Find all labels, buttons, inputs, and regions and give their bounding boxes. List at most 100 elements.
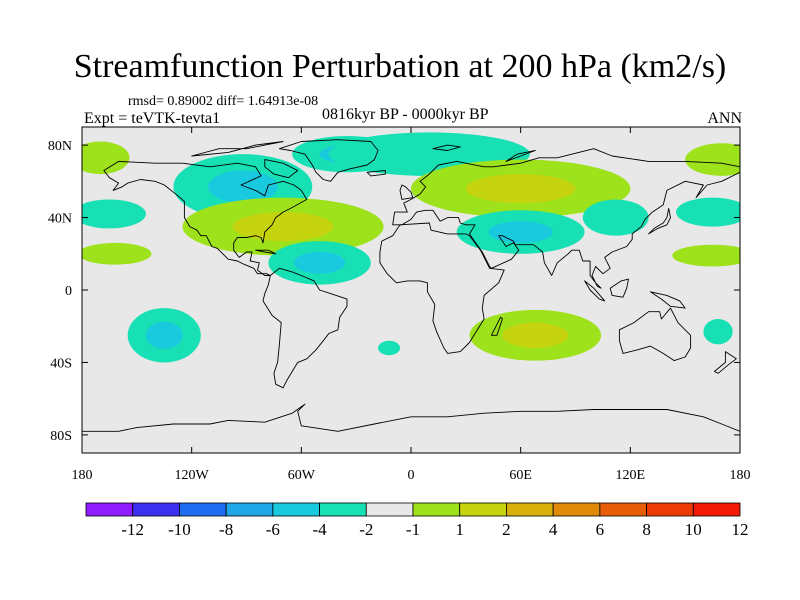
colorbar-label: -6 (266, 520, 280, 539)
anomaly-pacific-low-east-level (676, 197, 740, 227)
coast-borneo (609, 278, 629, 298)
colorbar-label: 8 (642, 520, 651, 539)
anomaly-caribbean-low (268, 241, 371, 285)
coast-baffin (264, 159, 299, 179)
anomaly-indian-ocean-high-level (502, 322, 569, 348)
colorbar-box (599, 502, 647, 517)
colorbar-box (85, 502, 134, 517)
anomaly-arabia-low (456, 210, 585, 254)
colorbar-box (646, 502, 694, 517)
colorbar-label: -4 (312, 520, 327, 539)
anomaly-south-atlantic-low (378, 340, 401, 356)
anomaly-australia-low-level (703, 318, 733, 345)
lat-tick-label: 80S (50, 429, 72, 444)
lon-tick-label: 0 (408, 468, 415, 483)
anomaly-pacific-low-west (82, 199, 146, 229)
lat-tick-label: 0 (65, 284, 72, 299)
colorbar-box (692, 502, 741, 517)
colorbar-label: -10 (168, 520, 191, 539)
coast-australia (618, 307, 692, 362)
anomaly-eurasia-high (411, 159, 631, 218)
coast-south-america (262, 267, 348, 389)
anomaly-indian-ocean-high (469, 309, 602, 361)
anomaly-pacific-low-east (676, 197, 740, 227)
period-label: 0816kyr BP - 0000kyr BP (322, 106, 489, 123)
anomaly-arctic-high-east (685, 143, 740, 176)
anomaly-arabia-low-level (488, 221, 553, 243)
coastline-layer (82, 139, 740, 453)
anomaly-australia-low (703, 318, 733, 345)
lon-tick-label: 60E (509, 468, 532, 483)
coast-sumatra (584, 280, 606, 302)
coast-arctic-islands (191, 141, 284, 157)
colorbar-label: -8 (219, 520, 233, 539)
colorbar-box (365, 502, 414, 517)
anomaly-eurasia-high-level (465, 174, 576, 204)
colorbar-box (552, 502, 601, 517)
anomaly-caribbean-low-level (294, 251, 346, 274)
colorbar-label: 1 (455, 520, 464, 539)
coast-antarctica (82, 403, 740, 453)
colorbar-label: -1 (406, 520, 420, 539)
coast-britain (399, 184, 414, 200)
colorbar-box (272, 502, 320, 517)
coast-svalbard (432, 144, 461, 151)
colorbar-label: 10 (685, 520, 702, 539)
colorbar-box (319, 502, 367, 517)
colorbar-box (506, 502, 554, 517)
coast-greenland (278, 139, 379, 182)
coast-new-guinea (649, 291, 686, 309)
colorbar: -12 -10 -8 -6 -4 -2 -1 1 2 4 6 8 10 12 (85, 502, 749, 539)
lon-tick-label: 120W (175, 468, 210, 483)
coast-new-zealand (713, 351, 737, 374)
coast-iceland (366, 170, 386, 177)
lon-tick-label: 60W (288, 468, 316, 483)
anomaly-pacific-high-west-level (82, 242, 152, 265)
anomaly-pacific-high-east (672, 244, 740, 267)
anomaly-pacific-high-east-level (672, 244, 740, 267)
axis-layer: 180 120W 60W 0 60E 120E 180 80N 40N 0 40S 80S (48, 127, 751, 483)
anomaly-east-asia-low-level (582, 199, 649, 236)
anomaly-atlantic-high-level (232, 212, 334, 242)
colorbar-box (132, 502, 180, 517)
coast-cuba (255, 249, 277, 255)
anomaly-south-pacific-low (127, 308, 201, 363)
lon-tick-label: 180 (730, 468, 751, 483)
lat-tick-label: 80N (48, 139, 72, 154)
colorbar-box (225, 502, 274, 517)
rmsd-stats: rmsd= 0.89002 diff= 1.64913e-08 (128, 94, 319, 109)
lon-tick-label: 120E (616, 468, 646, 483)
anomaly-arctic-high-east-level (685, 143, 740, 176)
coast-japan (648, 208, 671, 235)
colorbar-label: 6 (596, 520, 605, 539)
page-title: Streamfunction Perturbation at 200 hPa (… (73, 48, 727, 85)
coast-north-america (103, 160, 308, 276)
coast-madagascar (490, 316, 503, 336)
coast-novaya-zemlya (505, 150, 536, 162)
anomaly-pacific-high-west (82, 242, 152, 265)
anomaly-n-america-low-level (208, 170, 278, 204)
colorbar-box (412, 502, 461, 517)
anomaly-south-pacific-low-level (145, 321, 183, 349)
lat-tick-label: 40N (48, 212, 72, 227)
colorbar-label: -12 (121, 520, 144, 539)
colorbar-box (179, 502, 227, 517)
lat-tick-label: 40S (50, 356, 72, 371)
colorbar-box (459, 502, 507, 517)
anomaly-atlantic-high (182, 197, 384, 256)
colorbar-label: -2 (359, 520, 373, 539)
colorbar-label: 4 (549, 520, 558, 539)
anomaly-east-asia-low (582, 199, 649, 236)
experiment-label: Expt = teVTK-tevta1 (84, 110, 221, 127)
coast-africa (379, 222, 505, 354)
season-label: ANN (707, 110, 742, 127)
lon-tick-label: 180 (72, 468, 93, 483)
coast-europe-asia (392, 148, 740, 289)
colorbar-label: 12 (732, 520, 749, 539)
anomaly-pacific-low-west-level (82, 199, 146, 229)
anomaly-arctic-high-west-level (82, 141, 130, 175)
anomaly-layer (82, 132, 740, 363)
colorbar-label: 2 (502, 520, 511, 539)
anomaly-south-atlantic-low-level (378, 340, 401, 356)
